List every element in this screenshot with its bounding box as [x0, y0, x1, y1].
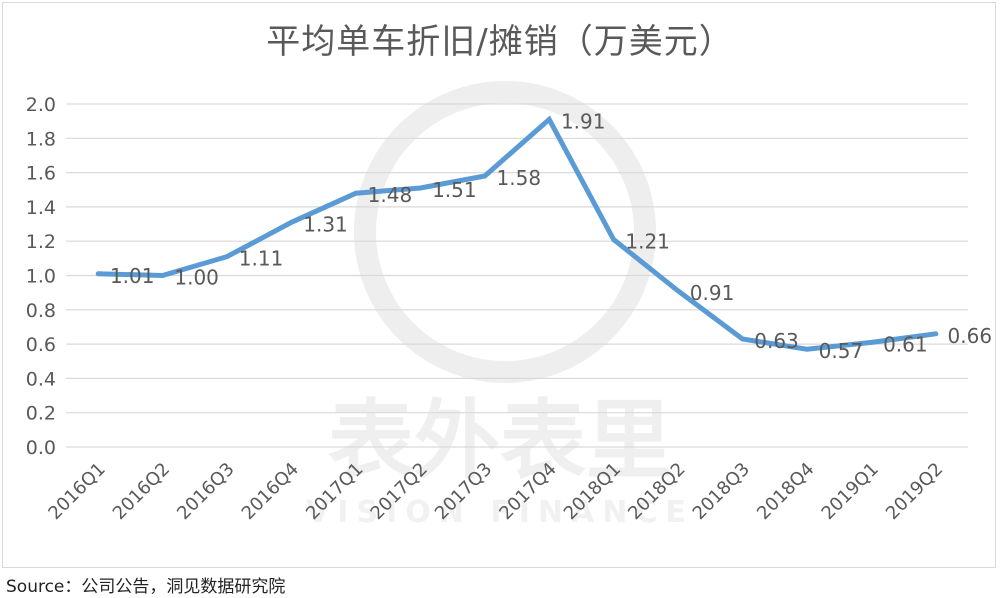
- data-label: 1.00: [174, 266, 219, 290]
- data-labels: 1.01 1.00 1.11 1.31 1.48 1.51 1.58 1.91 1.21 0.91…: [110, 109, 992, 363]
- y-axis-ticks: 0.0 0.2 0.4 0.6 0.8 1.0 1.2 1.4 1.6 1.8 2.0: [26, 94, 56, 459]
- data-label: 1.21: [625, 229, 670, 253]
- data-label: 0.91: [690, 281, 735, 305]
- x-tick-label: 2018Q4: [753, 459, 818, 524]
- data-label: 0.63: [754, 329, 799, 353]
- chart-title: 平均单车折旧/摊销（万美元）: [266, 22, 734, 62]
- x-tick-label: 2016Q2: [109, 459, 174, 524]
- watermark-subtext: VISION FINANCE: [306, 495, 694, 530]
- y-tick-label: 1.0: [26, 266, 56, 288]
- source-note: Source：公司公告，洞见数据研究院: [6, 577, 286, 597]
- y-tick-label: 1.2: [26, 231, 56, 253]
- y-tick-label: 1.8: [26, 128, 56, 150]
- watermark-ring-icon: [354, 81, 656, 383]
- data-label: 1.11: [239, 247, 284, 271]
- x-tick-label: 2016Q4: [238, 459, 303, 524]
- series-line: [95, 115, 939, 352]
- watermark: 表外表里 VISION FINANCE: [306, 81, 694, 530]
- data-label: 1.58: [497, 166, 542, 190]
- gridlines: [66, 103, 968, 448]
- series-polyline: [95, 115, 939, 352]
- y-tick-label: 2.0: [26, 94, 56, 116]
- y-tick-label: 0.4: [26, 368, 56, 390]
- watermark-text: 表外表里: [328, 391, 672, 491]
- data-label: 1.48: [368, 183, 413, 207]
- y-tick-label: 1.6: [26, 163, 56, 185]
- data-label: 1.91: [561, 109, 606, 133]
- data-label: 1.51: [432, 178, 477, 202]
- x-tick-label: 2019Q2: [882, 459, 947, 524]
- x-tick-label: 2016Q3: [173, 459, 238, 524]
- y-tick-label: 0.2: [26, 403, 56, 425]
- x-tick-label: 2019Q1: [818, 459, 883, 524]
- data-label: 0.57: [819, 339, 864, 363]
- data-label: 1.31: [303, 212, 348, 236]
- y-tick-label: 1.4: [26, 197, 56, 219]
- x-tick-label: 2018Q3: [689, 459, 754, 524]
- data-label: 1.01: [110, 264, 155, 288]
- data-label: 0.66: [948, 324, 993, 348]
- y-tick-label: 0.0: [26, 437, 56, 459]
- data-label: 0.61: [883, 332, 928, 356]
- x-tick-label: 2016Q1: [44, 459, 109, 524]
- y-tick-label: 0.8: [26, 300, 56, 322]
- y-tick-label: 0.6: [26, 334, 56, 356]
